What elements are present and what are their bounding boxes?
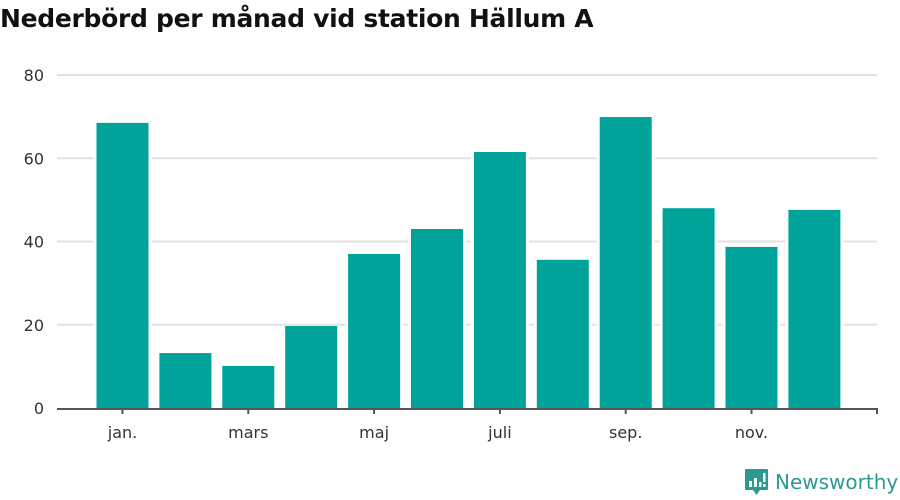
x-tick-label: nov. <box>735 423 768 442</box>
bar-apr[interactable]: apr.: 19.7 <box>285 325 338 408</box>
newsworthy-icon <box>745 469 768 495</box>
bar-nov[interactable]: nov.: 38.7 <box>725 246 778 408</box>
x-axis: jan. mars maj juli sep. nov. <box>57 408 878 442</box>
newsworthy-logo[interactable]: Newsworthy <box>744 468 898 496</box>
bar-sep[interactable]: sep.: 69.9 <box>599 117 652 408</box>
y-axis-ticks: 0 20 40 60 80 <box>24 66 44 418</box>
x-tick-label: mars <box>228 423 268 442</box>
bar-aug[interactable]: aug.: 35.6 <box>536 259 589 408</box>
bar-jan[interactable]: jan.: 68.5 <box>96 122 149 409</box>
x-tick-label: maj <box>359 423 389 442</box>
brand-label: Newsworthy <box>775 470 899 494</box>
y-tick-label: 40 <box>24 233 44 252</box>
bar-juli[interactable]: juli: 61.5 <box>473 152 526 408</box>
bar-chart: 0 20 40 60 80 jan.: 68.5feb.: 13.2mars: 10.1… <box>24 66 878 442</box>
y-tick-label: 80 <box>24 66 44 85</box>
bar-dec[interactable]: dec.: 47.6 <box>788 209 841 408</box>
bar-juni[interactable]: juni: 43 <box>411 229 463 408</box>
y-tick-label: 0 <box>34 399 44 418</box>
x-tick-label: juli <box>487 423 511 442</box>
bars: jan.: 68.5feb.: 13.2mars: 10.1apr.: 19.7… <box>93 117 844 409</box>
y-tick-label: 20 <box>24 316 44 335</box>
x-tick-label: jan. <box>107 423 137 442</box>
chart-title: Nederbörd per månad vid station Hällum A <box>0 4 594 33</box>
y-tick-label: 60 <box>24 149 44 168</box>
bar-mars[interactable]: mars: 10.1 <box>222 365 275 408</box>
bar-okt[interactable]: okt.: 48 <box>662 208 715 408</box>
x-tick-label: sep. <box>609 423 642 442</box>
bar-feb[interactable]: feb.: 13.2 <box>159 353 212 408</box>
bar-maj[interactable]: maj: 37 <box>348 253 401 408</box>
